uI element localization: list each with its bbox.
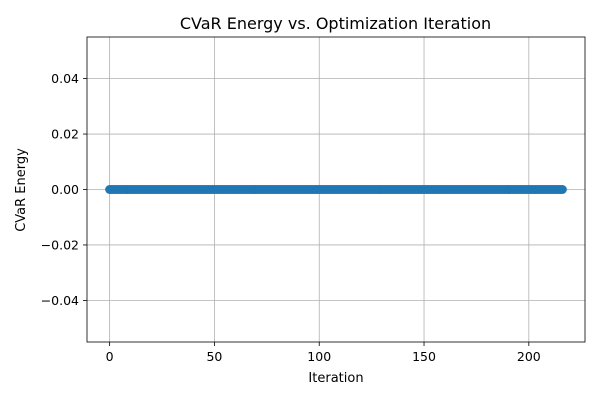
y-tick-label: 0.04 [51,71,79,86]
ticks: 0 50 100 150 200 −0.04 −0.02 0.00 0.02 0.04 [41,71,541,364]
x-tick-label: 200 [517,349,541,364]
x-axis-label: Iteration [308,371,363,386]
plot-frame [86,36,586,343]
x-tick-label: 100 [307,349,331,364]
series-points [105,185,567,194]
y-axis-label: CVaR Energy [14,148,29,232]
x-tick-label: 50 [206,349,222,364]
y-tick-label: −0.02 [41,237,79,252]
x-tick-label: 150 [412,349,436,364]
y-tick-label: 0.02 [51,127,79,142]
y-tick-label: 0.00 [51,182,79,197]
x-tick-label: 0 [106,349,114,364]
data-point [557,185,567,194]
chart-title: CVaR Energy vs. Optimization Iteration [180,14,491,33]
y-tick-label: −0.04 [41,293,79,308]
